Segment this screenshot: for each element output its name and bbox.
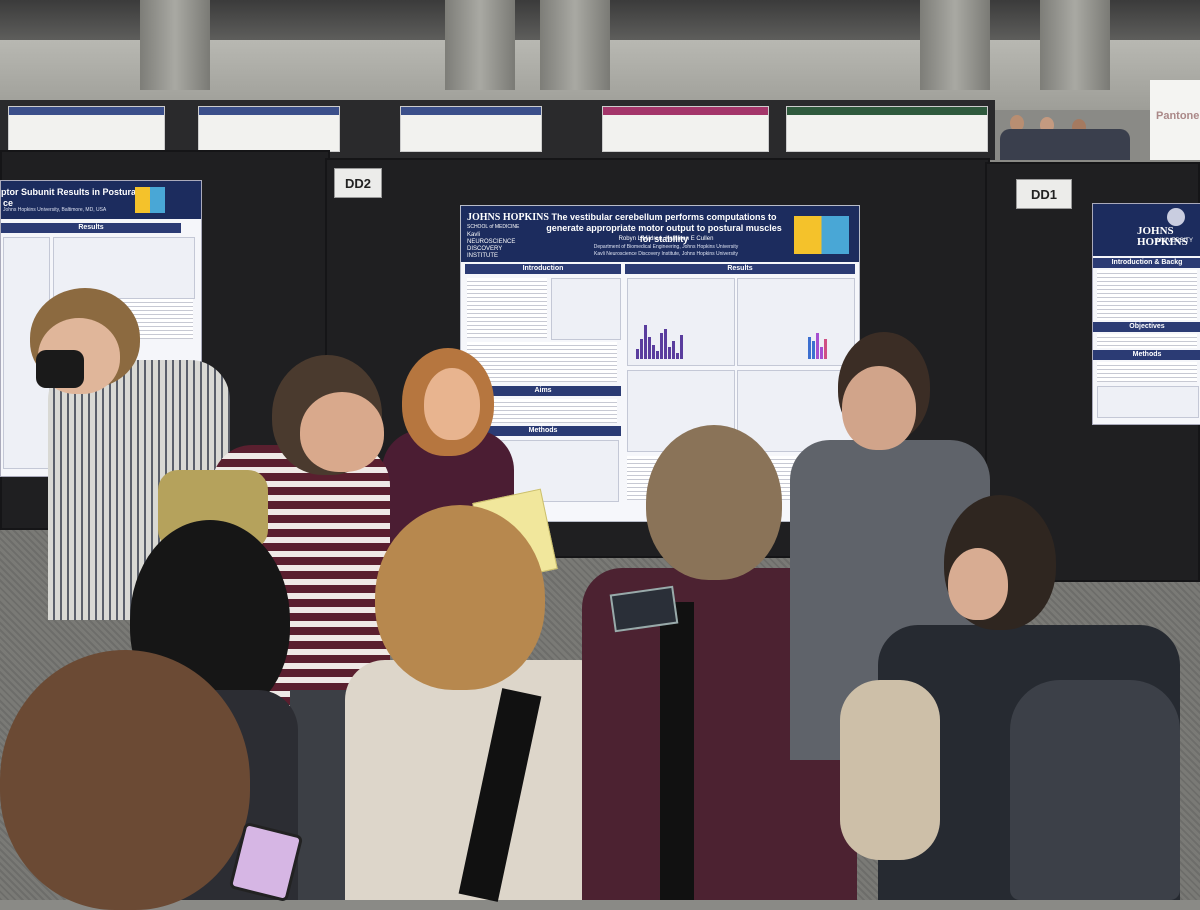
right-poster-section: Introduction & Backg	[1093, 258, 1200, 268]
left-poster-section-results: Results	[1, 223, 181, 233]
university-seal-icon	[1167, 208, 1185, 226]
right-poster-header: JOHNS HOPKINS UNIVERSITY	[1093, 204, 1200, 256]
right-poster-institution: JOHNS HOPKINS	[1137, 225, 1188, 248]
section-introduction: Introduction	[465, 264, 621, 274]
hall-pillar	[540, 0, 610, 90]
backpack	[1010, 680, 1180, 900]
right-poster-text	[1097, 334, 1197, 348]
back-poster	[602, 106, 769, 152]
left-poster-affiliation: Johns Hopkins University, Baltimore, MD,…	[3, 207, 107, 213]
johns-hopkins-logo: JOHNS HOPKINS	[467, 212, 549, 223]
background-crowd	[1000, 115, 1140, 160]
right-poster-figure	[1097, 386, 1199, 418]
hall-pillar	[920, 0, 990, 90]
left-poster-header: ptor Subunit Results in Postural ce John…	[1, 181, 201, 219]
left-poster-logo	[135, 187, 165, 213]
results-figure	[737, 278, 855, 366]
right-poster-text	[1097, 362, 1197, 382]
right-poster-section: Objectives	[1093, 322, 1200, 332]
introduction-text	[467, 278, 547, 338]
main-poster-authors: Robyn L Mildren, Kathleen E Cullen	[618, 236, 714, 242]
board-label-dd1: DD1	[1016, 179, 1072, 209]
kavli-logo: Kavli NEUROSCIENCE DISCOVERY INSTITUTE	[467, 232, 516, 259]
main-poster-department: Department of Biomedical Engineering, Jo…	[593, 244, 739, 250]
background-banner-text: Pantone	[1156, 110, 1200, 122]
results-histogram	[636, 319, 683, 359]
introduction-text	[467, 342, 617, 382]
right-poster-institution-sub: UNIVERSITY	[1157, 238, 1194, 244]
bag-strap	[660, 602, 694, 900]
back-poster	[8, 106, 165, 152]
left-poster-title: ptor Subunit Results in Postural	[1, 187, 139, 197]
background-banner: Pantone	[1150, 80, 1200, 160]
section-methods: Methods	[465, 426, 621, 436]
introduction-figure	[551, 278, 621, 340]
carried-jacket	[840, 680, 940, 860]
left-poster-title-line2: ce	[3, 198, 14, 208]
main-poster-title: The vestibular cerebellum performs compu…	[546, 212, 782, 244]
johns-hopkins-logo-sub: SCHOOL of MEDICINE	[467, 224, 520, 230]
right-poster-text	[1097, 270, 1197, 320]
right-poster: JOHNS HOPKINS UNIVERSITY Introduction & …	[1092, 203, 1200, 425]
back-poster	[400, 106, 542, 152]
results-bar-plot	[808, 329, 827, 359]
section-aims: Aims	[465, 386, 621, 396]
back-poster	[198, 106, 340, 152]
hall-pillar	[1040, 0, 1110, 90]
board-label-dd2: DD2	[334, 168, 382, 198]
right-poster-section: Methods	[1093, 350, 1200, 360]
section-results: Results	[625, 264, 855, 274]
hall-pillar	[140, 0, 210, 90]
results-figure	[627, 278, 735, 366]
main-poster-header: JOHNS HOPKINS SCHOOL of MEDICINE Kavli N…	[461, 206, 859, 262]
poster-graphic-icon	[794, 216, 849, 254]
hall-pillar	[445, 0, 515, 90]
back-poster	[786, 106, 988, 152]
face-mask	[36, 350, 84, 388]
main-poster-institute: Kavli Neuroscience Discovery Institute, …	[594, 251, 738, 257]
